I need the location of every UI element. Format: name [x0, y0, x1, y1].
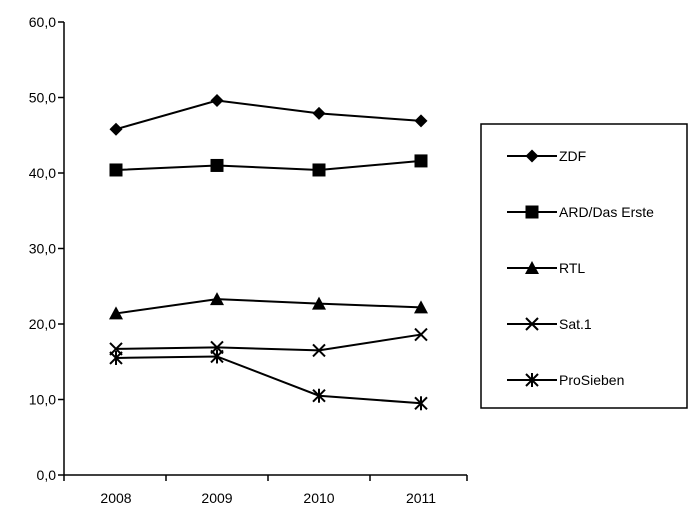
y-tick-label: 60,0: [29, 14, 56, 30]
data-point: [312, 343, 326, 358]
data-point: [210, 292, 224, 306]
data-point: [210, 94, 224, 108]
series-prosieben: [109, 349, 428, 411]
data-point: [312, 388, 326, 403]
legend-item: ProSieben: [507, 372, 624, 388]
series-ard-das-erste: [109, 154, 428, 177]
data-point: [414, 114, 428, 128]
series-line: [115, 298, 422, 315]
legend-label: ProSieben: [559, 372, 624, 388]
x-tick-label: 2009: [201, 490, 232, 506]
y-tick-label: 10,0: [29, 392, 56, 408]
x-tick-labels: 2008 2009 2010 2011: [100, 490, 436, 506]
series-line: [115, 333, 422, 352]
data-point: [210, 158, 224, 172]
x-tick-label: 2010: [303, 490, 334, 506]
x-tick-label: 2011: [406, 490, 436, 506]
series-line: [115, 355, 422, 405]
data-point: [414, 327, 428, 342]
y-tick-label: 20,0: [29, 316, 56, 332]
data-point: [525, 373, 539, 387]
series-line: [115, 159, 422, 171]
data-point: [109, 306, 123, 320]
data-point: [414, 300, 428, 314]
x-tick-label: 2008: [100, 490, 131, 506]
legend-item: ARD/Das Erste: [507, 204, 654, 220]
data-point: [525, 205, 539, 219]
legend-item: RTL: [507, 260, 585, 276]
data-point: [109, 163, 123, 177]
legend: ZDF ARD/Das Erste RTL Sat.1 ProSieben: [480, 123, 688, 409]
data-point: [312, 163, 326, 177]
legend-label: ARD/Das Erste: [559, 204, 654, 220]
legend-label: Sat.1: [559, 316, 592, 332]
data-point: [414, 154, 428, 168]
data-point: [312, 296, 326, 310]
y-tick-label: 0,0: [37, 467, 57, 483]
data-point: [525, 149, 539, 163]
data-point: [109, 122, 123, 136]
y-tick-label: 50,0: [29, 90, 56, 106]
series-rtl: [109, 292, 428, 320]
legend-label: ZDF: [559, 148, 586, 164]
series-layer: [109, 94, 428, 411]
data-point: [525, 261, 539, 274]
axes: [58, 21, 468, 481]
series-line: [115, 99, 422, 131]
y-tick-label: 40,0: [29, 165, 56, 181]
legend-label: RTL: [559, 260, 585, 276]
data-point: [109, 350, 123, 365]
legend-box: [480, 123, 688, 409]
legend-item: Sat.1: [507, 316, 592, 332]
y-tick-labels: 0,0 10,0 20,0 30,0 40,0 50,0 60,0: [29, 14, 56, 483]
legend-item: ZDF: [507, 148, 586, 164]
series-zdf: [109, 94, 428, 136]
data-point: [414, 396, 428, 411]
y-tick-label: 30,0: [29, 241, 56, 257]
data-point: [525, 317, 539, 331]
data-point: [210, 349, 224, 364]
series-sat-1: [109, 327, 428, 358]
data-point: [312, 106, 326, 120]
